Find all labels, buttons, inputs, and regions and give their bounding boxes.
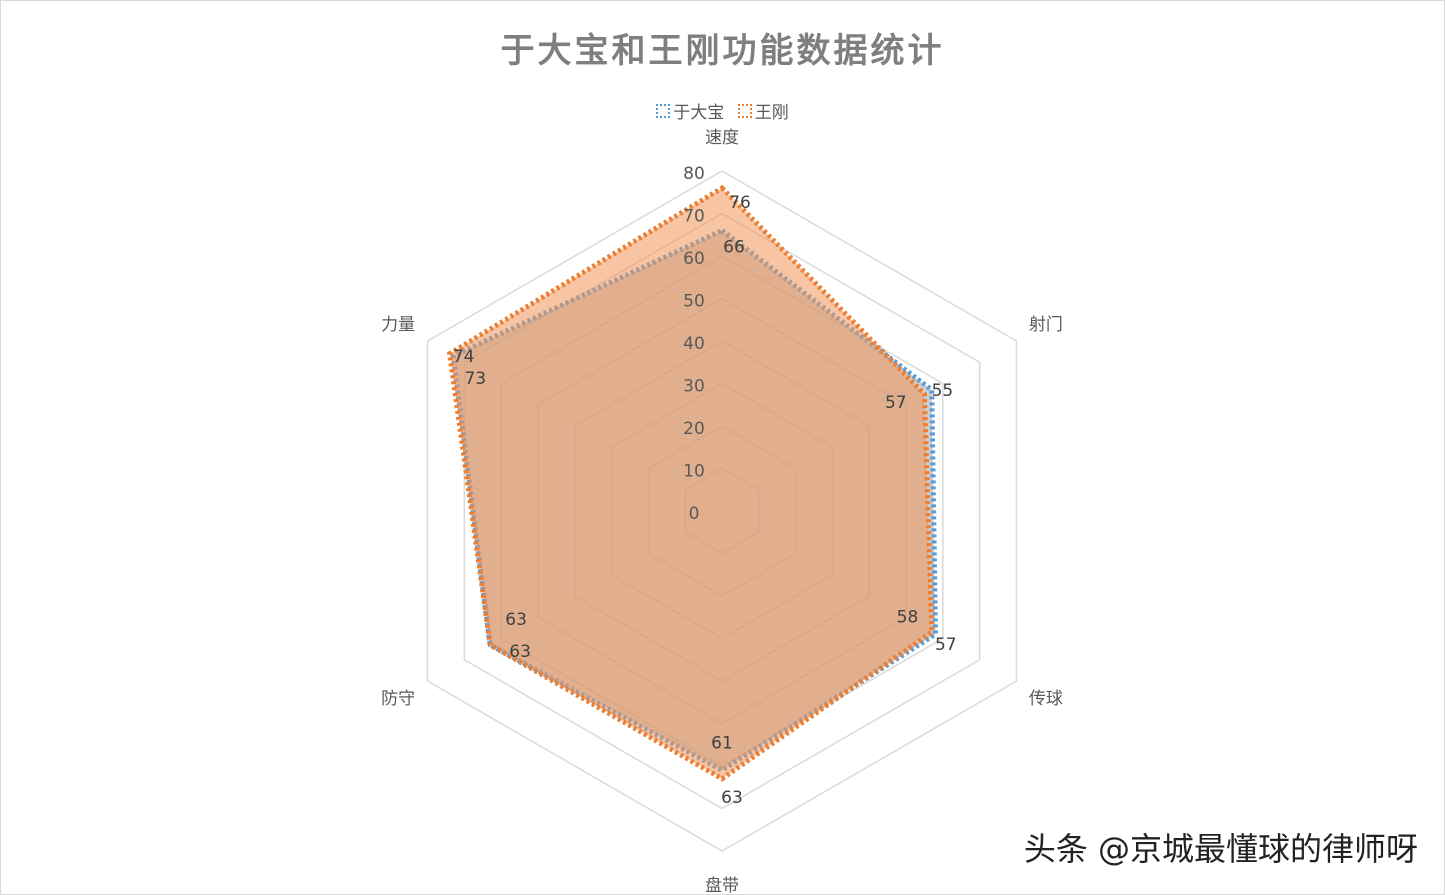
data-label: 63 xyxy=(721,788,743,808)
tick-label: 0 xyxy=(689,504,700,524)
tick-label: 40 xyxy=(683,334,705,354)
data-label: 57 xyxy=(935,635,957,655)
chart-title: 于大宝和王刚功能数据统计 xyxy=(500,31,945,71)
gridline xyxy=(426,170,1018,852)
data-label: 63 xyxy=(505,610,527,630)
category-label: 力量 xyxy=(381,315,415,335)
data-label: 57 xyxy=(885,393,907,413)
legend-item: 王刚 xyxy=(737,98,789,123)
category-label: 射门 xyxy=(1029,315,1063,335)
series-1-area xyxy=(446,184,935,782)
tick-label: 20 xyxy=(683,419,705,439)
tick-label: 10 xyxy=(683,462,705,482)
data-label: 61 xyxy=(711,733,733,753)
category-label: 速度 xyxy=(705,128,739,148)
data-label: 55 xyxy=(932,381,954,401)
legend-item: 于大宝 xyxy=(656,98,724,123)
data-label: 74 xyxy=(453,347,475,367)
legend: 于大宝 王刚 xyxy=(1,98,1444,123)
tick-label: 30 xyxy=(683,377,705,397)
legend-label: 于大宝 xyxy=(673,103,725,123)
tick-label: 60 xyxy=(683,249,705,269)
data-label: 76 xyxy=(729,193,751,213)
data-label: 66 xyxy=(723,238,745,258)
data-label: 58 xyxy=(897,607,919,627)
category-label: 防守 xyxy=(381,689,415,709)
legend-label: 王刚 xyxy=(754,103,789,123)
tick-label: 50 xyxy=(683,292,705,312)
legend-swatch xyxy=(656,103,671,118)
data-label: 73 xyxy=(464,369,486,389)
data-label: 63 xyxy=(509,642,531,662)
category-label: 盘带 xyxy=(705,876,739,895)
watermark: 头条 @京城最懂球的律师呀 xyxy=(1023,830,1418,868)
category-label: 传球 xyxy=(1029,689,1063,709)
legend-swatch xyxy=(737,103,752,118)
tick-label: 80 xyxy=(683,164,705,184)
tick-label: 70 xyxy=(683,207,705,227)
